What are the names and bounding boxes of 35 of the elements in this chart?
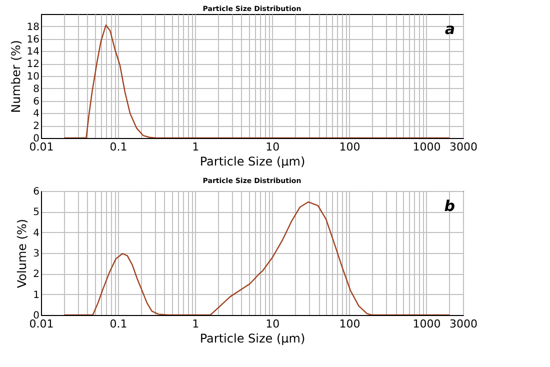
y-tick-label: 2 (33, 121, 40, 132)
y-tick-label: 12 (26, 59, 40, 70)
x-tick-label: 1000 (412, 318, 441, 330)
x-axis-title: Particle Size (μm) (200, 332, 306, 346)
y-tick-label: 6 (33, 96, 40, 108)
x-axis-title: Particle Size (μm) (200, 154, 306, 168)
x-tick-label: 3000 (450, 318, 478, 330)
y-tick-label: 14 (26, 46, 40, 58)
x-tick-label: 0.01 (29, 318, 54, 330)
annotation: a (444, 20, 455, 38)
y-tick-label: 18 (26, 22, 40, 33)
y-tick-label: 6 (33, 186, 40, 198)
y-axis-title: Volume (%) (15, 218, 30, 288)
y-tick-label: 4 (33, 228, 40, 239)
y-tick-label: 2 (33, 269, 40, 280)
x-tick-label: 0.01 (29, 140, 54, 154)
y-tick-label: 10 (26, 72, 40, 82)
x-tick-label: 0.1 (110, 318, 128, 330)
x-tick-label: 0.1 (110, 140, 128, 154)
x-tick-label: 1000 (412, 140, 441, 154)
x-tick-label: 100 (339, 318, 360, 330)
y-tick-label: 1 (33, 290, 40, 301)
x-tick-label: 100 (339, 140, 360, 154)
x-tick-label: 1 (192, 140, 200, 154)
y-tick-label: 4 (33, 108, 40, 120)
y-tick-label: 16 (26, 34, 40, 46)
y-tick-label: 3 (33, 248, 40, 260)
x-tick-label: 3000 (450, 140, 478, 154)
x-tick-label: 1 (192, 318, 200, 330)
x-tick-label: 10 (266, 140, 280, 154)
y-tick-label: 5 (33, 207, 40, 218)
y-axis-title: Number (%) (8, 40, 23, 113)
x-tick-label: 10 (266, 318, 280, 330)
y-tick-label: 8 (33, 84, 40, 95)
annotation: b (444, 197, 456, 215)
